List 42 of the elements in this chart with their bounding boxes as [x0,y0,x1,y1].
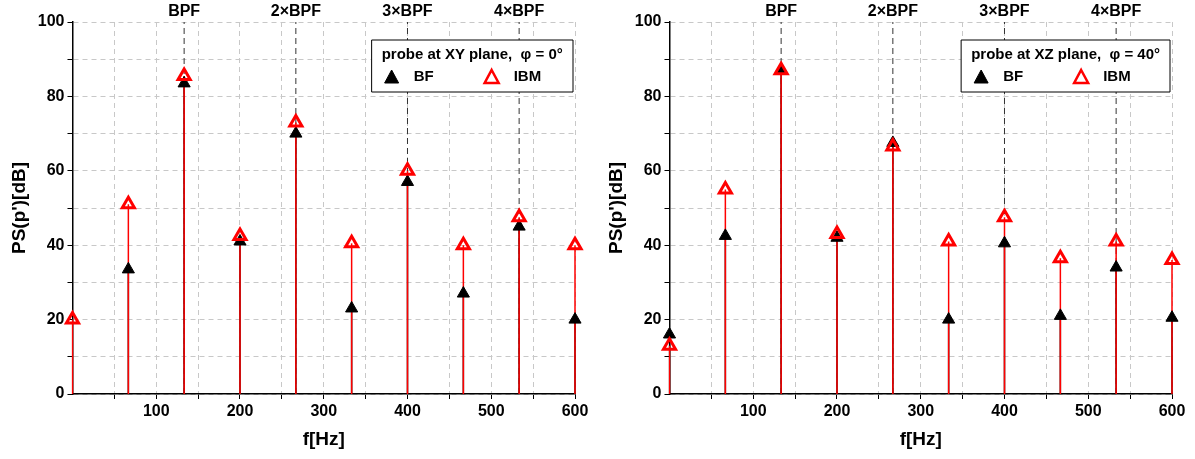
x-tick-label: 100 [142,402,170,420]
ref-line-label: BPF [168,2,201,20]
x-tick-label: 400 [394,402,421,420]
y-tick-label: 80 [46,86,65,104]
legend-title: probe at XY plane, φ = 0° [381,45,563,63]
y-tick-label: 0 [652,384,662,402]
y-tick-label: 40 [46,235,65,253]
x-tick-label: 100 [739,402,767,420]
x-tick-label: 400 [991,402,1018,420]
x-tick-label: 300 [907,402,935,420]
ref-line-label: 4×BPF [494,2,545,20]
ref-line-label: 2×BPF [270,2,322,20]
legend-label: IBM [513,67,542,85]
y-tick-label: 40 [643,235,662,253]
x-axis-title: f[Hz] [302,427,345,449]
ref-line-label: BPF [765,2,798,20]
x-tick-label: 200 [226,402,254,420]
x-tick-label: 600 [561,402,589,420]
ref-line-label: 4×BPF [1091,2,1142,20]
y-tick-label: 80 [643,86,662,104]
legend-title: probe at XZ plane, φ = 40° [971,45,1161,63]
y-tick-label: 0 [55,384,65,402]
legend-label: BF [413,67,434,85]
x-tick-label: 200 [823,402,851,420]
x-tick-label: 500 [477,402,505,420]
ref-line-label: 3×BPF [979,2,1030,20]
y-axis-title: PS(p')[dB] [604,161,626,255]
y-tick-label: 100 [634,12,662,30]
legend-label: IBM [1103,67,1131,85]
x-axis-title: f[Hz] [899,427,942,449]
x-tick-label: 300 [310,402,338,420]
ref-line-label: 2×BPF [867,2,919,20]
y-tick-label: 20 [46,310,65,328]
y-tick-label: 60 [643,161,662,179]
y-tick-label: 100 [37,12,65,30]
x-tick-label: 600 [1158,402,1186,420]
y-tick-label: 60 [46,161,65,179]
legend-label: BF [1003,67,1024,85]
x-tick-label: 500 [1074,402,1102,420]
y-tick-label: 20 [643,310,662,328]
ref-line-label: 3×BPF [382,2,433,20]
y-axis-title: PS(p')[dB] [7,161,29,255]
